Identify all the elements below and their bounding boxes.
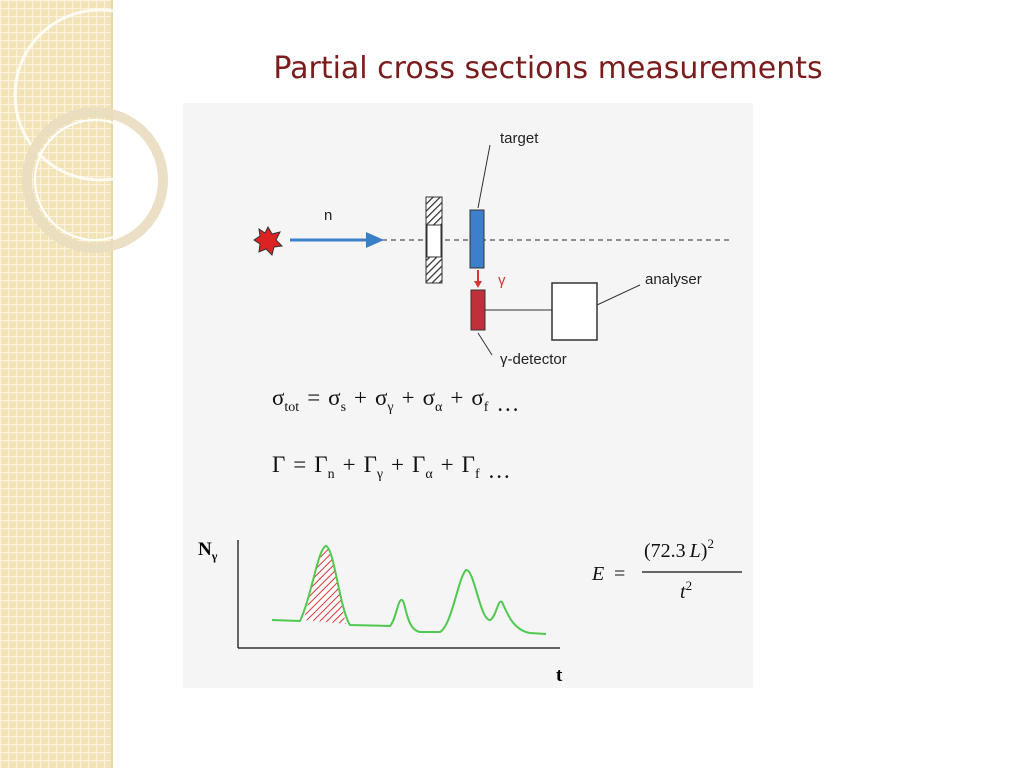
spectrum-curve: [271, 544, 547, 635]
equation-part: +: [354, 385, 367, 410]
formula-numerator: (72.3 L)2: [644, 536, 714, 562]
formula-denominator: t2: [680, 578, 692, 603]
source: [253, 225, 284, 256]
formula-lhs: E: [591, 563, 604, 585]
equation-part: σ: [328, 385, 341, 410]
equation-part: …: [496, 391, 519, 416]
analyser-box: [551, 282, 598, 341]
leader-line: [477, 144, 491, 209]
y-axis-label: Nγ: [198, 539, 218, 563]
equation-part: …: [488, 458, 511, 483]
equation-part: Γ: [412, 452, 425, 477]
equation-part: +: [402, 385, 415, 410]
equation-part: +: [343, 452, 356, 477]
target: [469, 209, 485, 269]
analyser-label: analyser: [645, 271, 702, 288]
equation-part: σ: [423, 385, 436, 410]
equation-part: Γ: [272, 452, 285, 477]
leader-line: [477, 332, 493, 356]
equation-part: Γ: [364, 452, 377, 477]
leader-line: [596, 284, 641, 306]
figure-panel: [183, 103, 753, 688]
equation-part: α: [425, 467, 433, 482]
equation-part: Γ: [462, 452, 475, 477]
equation-part: +: [441, 452, 454, 477]
equation-part: σ: [375, 385, 388, 410]
arrow-head: [474, 281, 482, 288]
equation-part: tot: [284, 400, 299, 415]
formula-equals: =: [614, 563, 625, 585]
arrow-head: [366, 232, 384, 248]
equation-part: σ: [272, 385, 285, 410]
equation-part: γ: [376, 467, 383, 482]
gamma-label: γ: [498, 272, 506, 289]
equation: σtot = σs + σγ + σα + σf…: [272, 385, 519, 416]
x-axis-label: t: [556, 665, 563, 686]
equation-part: +: [450, 385, 463, 410]
equation-part: +: [391, 452, 404, 477]
equation-part: σ: [471, 385, 484, 410]
neutron-label: n: [324, 207, 332, 224]
deco-circle: [22, 107, 168, 253]
equation-part: f: [475, 467, 480, 482]
slide-title: Partial cross sections measurements: [273, 51, 822, 86]
equation-part: γ: [386, 400, 393, 415]
detector: [470, 289, 486, 331]
equation-part: =: [307, 385, 320, 410]
collimator-hole: [426, 224, 442, 258]
equation-part: Γ: [314, 452, 327, 477]
equation-part: =: [293, 452, 306, 477]
equation-part: n: [328, 467, 335, 482]
equation: Γ = Γn + Γγ + Γα + Γf …: [272, 452, 511, 483]
target-label: target: [500, 130, 539, 147]
deco-circle: [13, 8, 187, 182]
equation-part: α: [435, 400, 443, 415]
hatched-peak: [304, 546, 346, 624]
equation-part: s: [341, 400, 346, 415]
equation-part: f: [484, 400, 489, 415]
deco-circle: [34, 119, 156, 241]
detector-label: γ-detector: [500, 351, 567, 368]
